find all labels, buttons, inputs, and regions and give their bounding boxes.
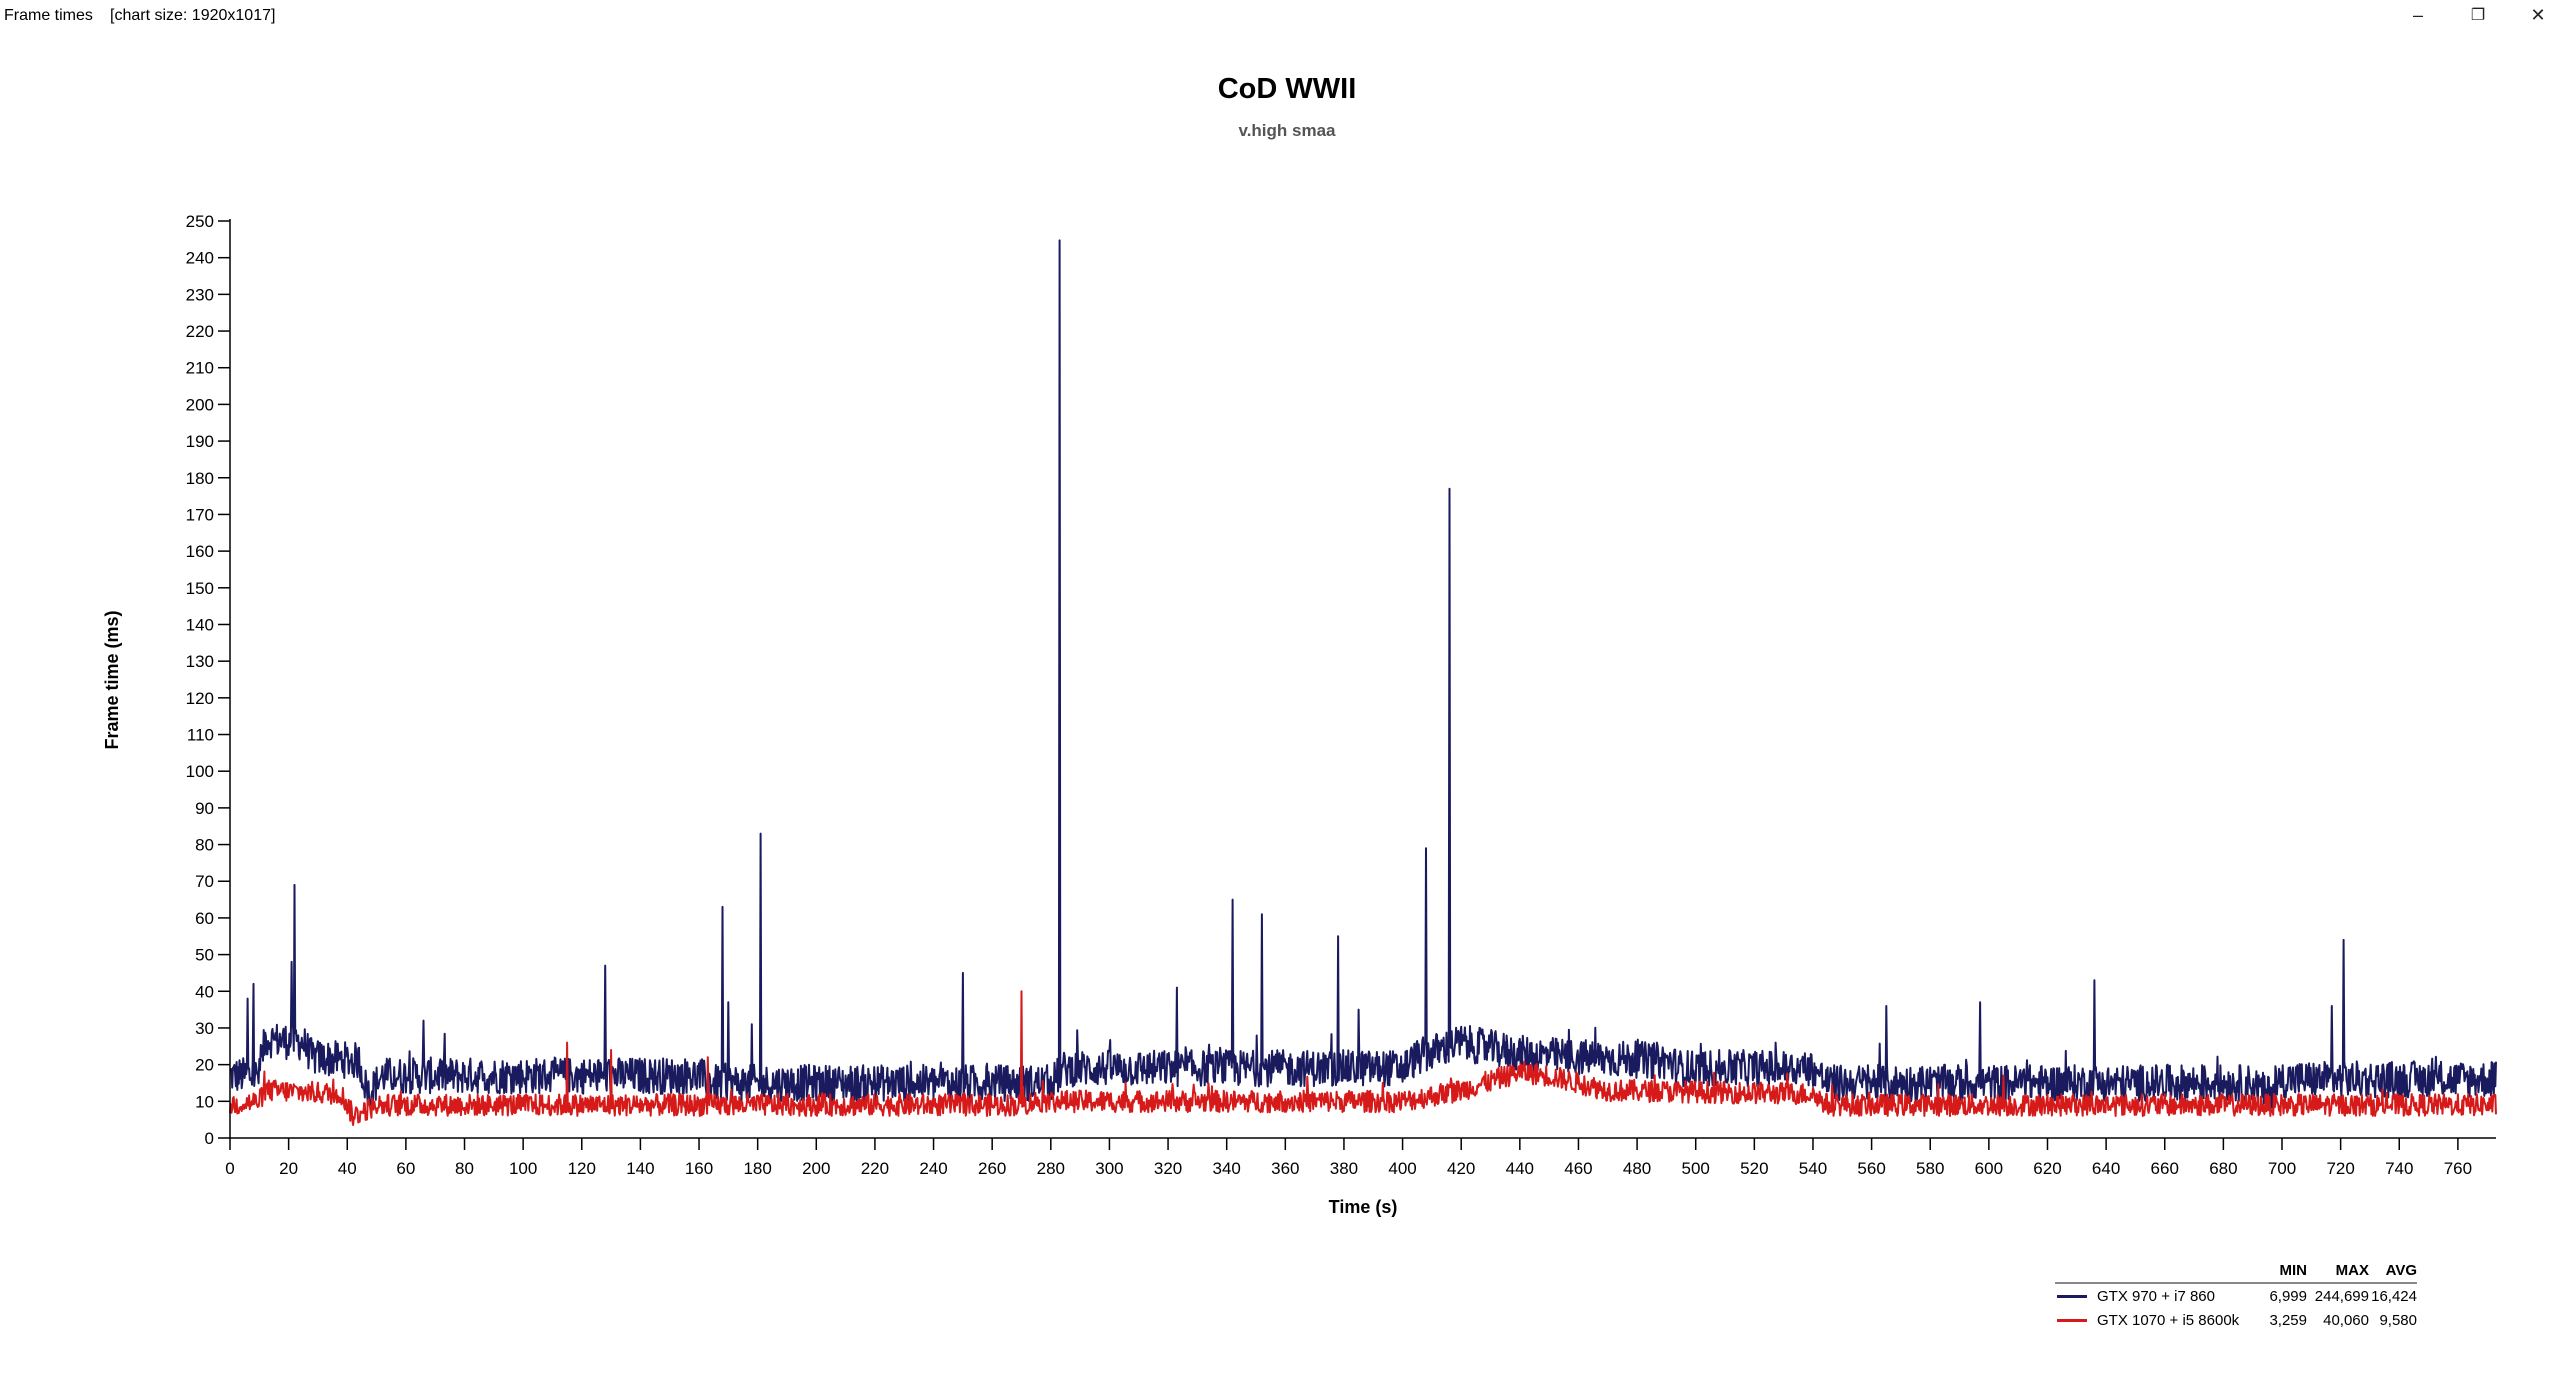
x-tick-label: 740	[2385, 1159, 2413, 1178]
legend-max-header: MAX	[2335, 1262, 2369, 1279]
x-tick-label: 480	[1623, 1159, 1651, 1178]
legend-max: 244,699	[2314, 1287, 2369, 1305]
y-tick-label: 120	[186, 689, 214, 708]
y-tick-label: 190	[186, 432, 214, 451]
y-tick-label: 250	[186, 212, 214, 231]
x-tick-label: 620	[2033, 1159, 2061, 1178]
x-tick-label: 520	[1740, 1159, 1768, 1178]
x-tick-label: 640	[2092, 1159, 2120, 1178]
x-tick-label: 540	[1799, 1159, 1827, 1178]
x-tick-label: 0	[225, 1159, 234, 1178]
chart-title: CoD WWII	[1218, 73, 1357, 105]
title-bar: Frame times [chart size: 1920x1017] – ❐ …	[0, 0, 2558, 32]
x-tick-label: 200	[802, 1159, 830, 1178]
series-line	[229, 239, 2497, 1110]
x-tick-label: 560	[1857, 1159, 1885, 1178]
x-tick-label: 360	[1271, 1159, 1299, 1178]
x-tick-label: 720	[2326, 1159, 2354, 1178]
x-tick-label: 760	[2444, 1159, 2472, 1178]
y-tick-label: 50	[195, 946, 214, 965]
x-tick-label: 160	[685, 1159, 713, 1178]
y-tick-label: 230	[186, 285, 214, 304]
x-tick-label: 260	[978, 1159, 1006, 1178]
y-tick-label: 130	[186, 652, 214, 671]
y-tick-label: 200	[186, 395, 214, 414]
x-axis-label: Time (s)	[1329, 1197, 1398, 1217]
x-tick-label: 300	[1095, 1159, 1123, 1178]
legend-min: 3,259	[2269, 1311, 2307, 1329]
y-tick-label: 140	[186, 615, 214, 634]
legend-series-name: GTX 1070 + i5 8600k	[2097, 1311, 2240, 1329]
x-tick-label: 60	[396, 1159, 415, 1178]
legend-row: GTX 970 + i7 860 6,999 244,699 16,424	[2055, 1284, 2417, 1308]
legend-swatch	[2057, 1318, 2087, 1322]
x-tick-label: 220	[861, 1159, 889, 1178]
x-tick-label: 440	[1506, 1159, 1534, 1178]
x-tick-label: 80	[455, 1159, 474, 1178]
x-tick-label: 400	[1388, 1159, 1416, 1178]
x-tick-label: 20	[279, 1159, 298, 1178]
y-tick-label: 10	[195, 1092, 214, 1111]
minimize-button[interactable]: –	[2412, 4, 2423, 25]
x-tick-label: 420	[1447, 1159, 1475, 1178]
y-tick-label: 170	[186, 505, 214, 524]
x-tick-label: 140	[626, 1159, 654, 1178]
x-tick-label: 100	[509, 1159, 537, 1178]
legend-series-name: GTX 970 + i7 860	[2097, 1287, 2215, 1305]
y-tick-label: 30	[195, 1019, 214, 1038]
x-tick-label: 680	[2209, 1159, 2237, 1178]
y-tick-label: 240	[186, 249, 214, 268]
legend-header: MIN MAX AVG	[2055, 1262, 2417, 1284]
x-tick-label: 120	[568, 1159, 596, 1178]
x-tick-label: 380	[1330, 1159, 1358, 1178]
x-tick-label: 660	[2151, 1159, 2179, 1178]
y-tick-label: 180	[186, 469, 214, 488]
y-tick-label: 160	[186, 542, 214, 561]
legend-min: 6,999	[2269, 1287, 2307, 1305]
legend-avg-header: AVG	[2385, 1262, 2417, 1279]
legend-row: GTX 1070 + i5 8600k 3,259 40,060 9,580	[2055, 1308, 2417, 1332]
y-tick-label: 40	[195, 982, 214, 1001]
y-tick-label: 100	[186, 762, 214, 781]
x-tick-label: 40	[338, 1159, 357, 1178]
y-tick-label: 20	[195, 1056, 214, 1075]
x-tick-label: 600	[1975, 1159, 2003, 1178]
restore-button[interactable]: ❐	[2470, 7, 2486, 24]
chart-size-label: [chart size: 1920x1017]	[110, 7, 276, 24]
y-axis-label: Frame time (ms)	[102, 610, 122, 749]
y-tick-label: 110	[187, 726, 214, 745]
y-tick-label: 80	[195, 836, 214, 855]
legend-min-header: MIN	[2279, 1262, 2308, 1279]
window-title: Frame times	[4, 7, 93, 24]
x-tick-label: 580	[1916, 1159, 1944, 1178]
chart-subtitle: v.high smaa	[1239, 121, 1337, 140]
y-tick-label: 220	[186, 322, 214, 341]
series-line	[229, 990, 2497, 1126]
y-tick-label: 210	[186, 359, 214, 378]
y-tick-label: 150	[186, 579, 214, 598]
legend-swatch	[2057, 1294, 2087, 1298]
x-tick-label: 320	[1154, 1159, 1182, 1178]
legend-max: 40,060	[2323, 1311, 2369, 1329]
legend-avg: 16,424	[2371, 1287, 2417, 1305]
x-tick-label: 240	[919, 1159, 947, 1178]
y-tick-label: 60	[195, 909, 214, 928]
x-tick-label: 340	[1213, 1159, 1241, 1178]
legend-avg: 9,580	[2379, 1311, 2417, 1329]
x-tick-label: 180	[743, 1159, 771, 1178]
close-button[interactable]: ✕	[2530, 4, 2546, 25]
x-tick-label: 700	[2268, 1159, 2296, 1178]
y-tick-label: 70	[195, 872, 214, 891]
legend: MIN MAX AVG GTX 970 + i7 860 6,999 244,6…	[2055, 1262, 2417, 1332]
x-tick-label: 500	[1682, 1159, 1710, 1178]
y-tick-label: 90	[195, 799, 214, 818]
x-tick-label: 460	[1564, 1159, 1592, 1178]
x-tick-label: 280	[1037, 1159, 1065, 1178]
y-tick-label: 0	[205, 1129, 214, 1148]
